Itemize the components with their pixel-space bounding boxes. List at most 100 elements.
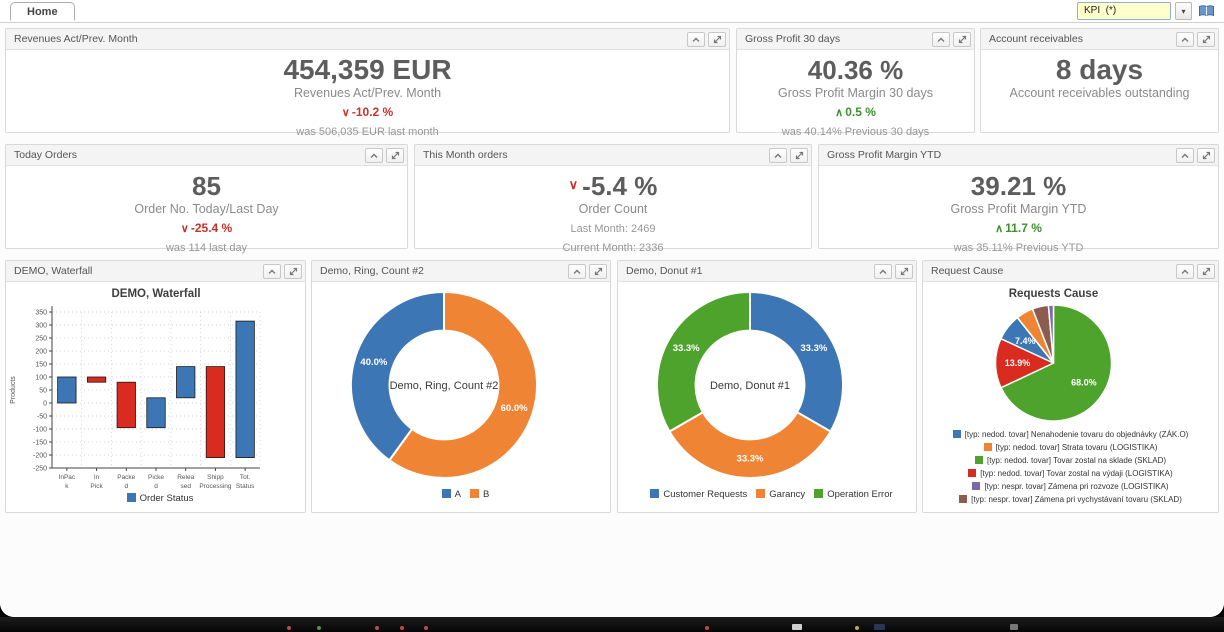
collapse-button[interactable] — [1176, 147, 1194, 163]
chevron-up-icon — [937, 37, 945, 42]
chevron-up-icon — [879, 269, 887, 274]
panel-header: Gross Profit 30 days — [737, 29, 974, 50]
svg-text:100: 100 — [35, 375, 47, 382]
book-icon — [1198, 5, 1214, 17]
expand-button[interactable] — [953, 31, 971, 47]
svg-text:-250: -250 — [33, 466, 47, 473]
legend-label: [typ: nedod. tovar] Tovar zostal na skla… — [986, 456, 1167, 465]
chevron-up-icon — [1181, 269, 1189, 274]
collapse-button[interactable] — [874, 263, 892, 279]
panel-header: Revenues Act/Prev. Month — [6, 29, 729, 50]
legend-swatch — [126, 493, 136, 502]
dock[interactable] — [0, 617, 1224, 632]
svg-text:-200: -200 — [33, 453, 47, 460]
legend-label: Operation Error — [827, 489, 893, 500]
collapse-button[interactable] — [687, 31, 705, 47]
expand-button[interactable] — [708, 31, 726, 47]
chart-legend: Customer Requests Garancy Operation Error — [618, 488, 916, 508]
svg-text:68.0%: 68.0% — [1071, 377, 1097, 387]
svg-text:-150: -150 — [33, 440, 47, 447]
legend-swatch — [968, 469, 977, 477]
legend-label: [typ: nedod. tovar] Tovar zostal na výda… — [980, 469, 1173, 478]
svg-text:300: 300 — [35, 323, 47, 330]
kpi-note: was 40.14% Previous 30 days — [781, 126, 930, 138]
svg-text:DEMO, Waterfall: DEMO, Waterfall — [111, 288, 200, 300]
expand-button[interactable] — [1197, 147, 1215, 163]
legend-label: A — [454, 489, 461, 500]
expand-icon — [391, 151, 399, 159]
kpi-body: 85 Order No. Today/Last Day ∨ -25.4 % was… — [6, 166, 407, 254]
svg-text:Demo, Ring, Count #2: Demo, Ring, Count #2 — [390, 380, 499, 392]
svg-text:k: k — [65, 483, 69, 490]
legend-label: [typ: nedod. tovar] Strata tovaru (LOGIS… — [995, 443, 1158, 452]
kpi-body: 454,359 EUR Revenues Act/Prev. Month ∨ -1… — [6, 50, 729, 139]
up-arrow-icon: ∧ — [835, 107, 844, 119]
legend-swatch — [983, 443, 992, 451]
kpi-label: Order Count — [578, 202, 648, 216]
panel-header: Today Orders — [6, 145, 407, 166]
expand-button[interactable] — [284, 263, 302, 279]
expand-button[interactable] — [386, 147, 404, 163]
chart-body: Requests Cause 68.0% 13.9% 7.4% [typ: nedod.… — [923, 282, 1218, 512]
expand-icon — [1202, 267, 1210, 275]
expand-button[interactable] — [1197, 31, 1215, 47]
svg-text:0: 0 — [43, 401, 47, 408]
legend-label: Garancy — [769, 489, 806, 500]
panel-gross-margin-ytd: Gross Profit Margin YTD 39.21 % Gross Pr… — [818, 144, 1219, 254]
legend-swatch — [952, 430, 961, 438]
legend-swatch — [814, 489, 824, 498]
chart-body: DEMO, Waterfall Products -250 -200 -150 -100 -… — [6, 282, 305, 512]
kpi-body: 8 days Account receivables outstanding — [981, 50, 1218, 132]
collapse-button[interactable] — [365, 147, 383, 163]
collapse-button[interactable] — [932, 31, 950, 47]
panel-gross-profit-30: Gross Profit 30 days 40.36 % Gross Profi… — [736, 28, 975, 138]
down-arrow-icon: ∨ — [568, 177, 579, 192]
svg-text:-100: -100 — [33, 427, 47, 434]
svg-text:Shipp: Shipp — [207, 474, 224, 481]
legend-label: [typ: nespr. tovar] Zámena pri rozvoze (… — [984, 482, 1169, 491]
collapse-button[interactable] — [568, 263, 586, 279]
svg-text:-50: -50 — [37, 414, 47, 421]
tab-home[interactable]: Home — [10, 2, 75, 21]
waterfall-chart: DEMO, Waterfall Products -250 -200 -150 -100 -… — [6, 282, 305, 512]
donut-chart: 33.3% 33.3% 33.3% Demo, Donut #1 Customer Re… — [618, 282, 916, 512]
kpi-label: Order No. Today/Last Day — [134, 202, 279, 216]
svg-text:150: 150 — [35, 362, 47, 369]
expand-button[interactable] — [790, 147, 808, 163]
collapse-button[interactable] — [263, 263, 281, 279]
expand-icon — [958, 35, 966, 43]
kpi-value: 39.21 % — [970, 171, 1067, 201]
kpi-body: 39.21 % Gross Profit Margin YTD ∧ 11.7 % … — [819, 166, 1218, 254]
panel-title: Revenues Act/Prev. Month — [14, 33, 138, 45]
panel-waterfall: DEMO, Waterfall DEMO, Waterfall Products -… — [5, 260, 306, 513]
kpi-label: Revenues Act/Prev. Month — [293, 86, 442, 100]
kpi-value: 40.36 % — [807, 55, 904, 85]
panel-title: Today Orders — [14, 149, 78, 161]
svg-text:Picke: Picke — [148, 474, 164, 481]
expand-button[interactable] — [589, 263, 607, 279]
collapse-button[interactable] — [1176, 31, 1194, 47]
legend-swatch — [470, 489, 479, 498]
chevron-up-icon — [1181, 153, 1189, 158]
panel-title: Account receivables — [989, 33, 1083, 45]
svg-text:Processing: Processing — [199, 483, 232, 490]
collapse-button[interactable] — [1176, 263, 1194, 279]
svg-text:60.0%: 60.0% — [501, 403, 528, 414]
legend-swatch — [650, 489, 660, 498]
collapse-button[interactable] — [769, 147, 787, 163]
panel-header: DEMO, Waterfall — [6, 261, 305, 282]
legend-swatch — [959, 495, 968, 503]
book-button[interactable] — [1196, 2, 1216, 20]
panel-account-receivables: Account receivables 8 days Account recei… — [980, 28, 1219, 133]
kpi-dropdown-button[interactable]: ▾ — [1175, 2, 1192, 20]
legend-label: Order Status — [139, 493, 194, 504]
expand-button[interactable] — [895, 263, 913, 279]
panel-title: Demo, Donut #1 — [626, 265, 703, 277]
panel-ring-count-2: Demo, Ring, Count #2 60.0% 40.0% Demo, Rin… — [311, 260, 611, 513]
kpi-select-input[interactable]: KPI (*) — [1077, 2, 1171, 20]
kpi-note: was 35.11% Previous YTD — [953, 242, 1084, 254]
kpi-body: ∨ -5.4 % Order Count Last Month: 2469 Cur… — [415, 166, 811, 254]
panel-header: Account receivables — [981, 29, 1218, 50]
expand-button[interactable] — [1197, 263, 1215, 279]
